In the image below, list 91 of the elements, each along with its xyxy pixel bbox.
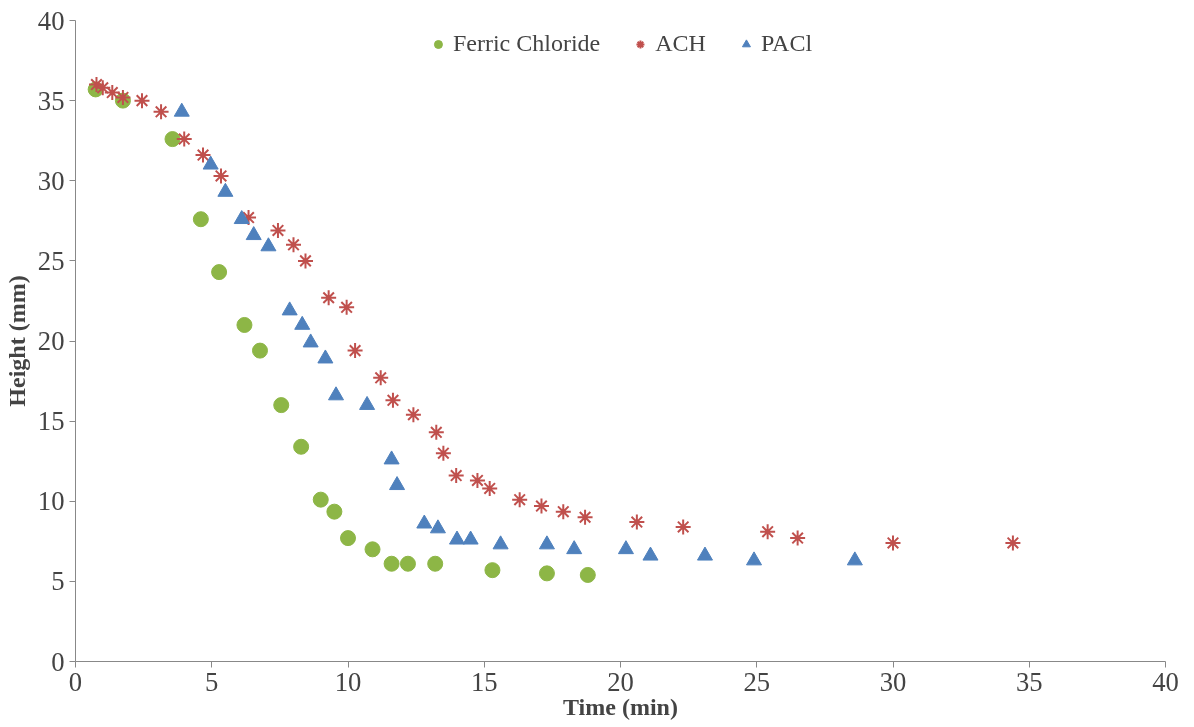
point [566, 540, 583, 555]
point [133, 92, 151, 110]
point [384, 391, 402, 409]
legend-label: Ferric Chloride [452, 30, 601, 57]
point [338, 298, 356, 316]
y-axis-title: Height (mm) [3, 275, 30, 407]
point [617, 540, 634, 555]
point [416, 514, 433, 529]
point [427, 423, 445, 441]
x-tick-label: 25 [743, 666, 771, 697]
point [194, 146, 212, 164]
point [273, 397, 290, 414]
point [211, 264, 228, 281]
point [481, 479, 499, 497]
point [364, 541, 381, 558]
point [383, 555, 400, 572]
y-tick-label: 30 [37, 165, 65, 196]
point [296, 252, 314, 270]
point [236, 316, 253, 333]
point [328, 386, 345, 401]
point [462, 530, 479, 545]
point [293, 438, 310, 455]
point [576, 508, 594, 526]
legend-label: PACl [760, 30, 813, 57]
point [152, 103, 170, 121]
y-tick-label: 15 [37, 406, 65, 437]
x-tick-label: 30 [879, 666, 907, 697]
point [511, 491, 529, 509]
point [87, 76, 105, 94]
point [427, 555, 444, 572]
point [103, 84, 121, 102]
y-tick-label: 40 [37, 5, 65, 36]
point [492, 535, 509, 550]
y-tick-label: 20 [37, 326, 65, 356]
point [94, 79, 112, 97]
legend-label: ACH [655, 30, 706, 57]
point [746, 551, 763, 566]
point [579, 566, 596, 583]
point [468, 471, 486, 489]
point [696, 546, 713, 561]
point [399, 555, 416, 572]
point [114, 88, 132, 106]
point [642, 546, 659, 561]
y-tick-label: 5 [51, 566, 65, 597]
point [317, 349, 334, 364]
point [164, 131, 181, 148]
point [383, 450, 400, 465]
point [674, 518, 692, 536]
point [346, 342, 364, 360]
point [192, 211, 209, 228]
point [212, 167, 230, 185]
point [251, 342, 268, 359]
y-tick-label: 0 [51, 646, 65, 677]
point [884, 534, 902, 552]
point [302, 333, 319, 348]
point [175, 130, 193, 148]
point [846, 551, 863, 566]
x-tick-label: 35 [1015, 666, 1043, 697]
x-tick-label: 40 [1152, 666, 1179, 697]
point [538, 535, 555, 550]
point [312, 491, 329, 508]
point [285, 236, 302, 254]
point [326, 503, 343, 520]
point [340, 530, 356, 547]
point [759, 523, 777, 541]
point [1004, 534, 1022, 552]
point [538, 565, 555, 582]
point [389, 476, 406, 491]
point [449, 530, 465, 545]
point [789, 529, 807, 547]
point [484, 562, 501, 579]
x-tick-label: 15 [470, 666, 498, 697]
x-tick-label: 10 [334, 666, 362, 697]
point [404, 406, 422, 424]
point [260, 237, 277, 252]
point [233, 210, 250, 225]
point [434, 444, 452, 462]
point [281, 301, 298, 316]
point [245, 226, 262, 241]
point [532, 497, 550, 515]
point [320, 289, 338, 307]
point [269, 221, 287, 239]
point [429, 519, 446, 534]
y-tick-label: 35 [37, 85, 65, 116]
point [554, 503, 572, 521]
y-tick-label: 25 [37, 245, 65, 276]
point [372, 369, 390, 387]
y-tick-label: 10 [37, 486, 65, 517]
point [628, 513, 646, 531]
point [447, 467, 465, 485]
x-tick-label: 5 [205, 666, 219, 697]
